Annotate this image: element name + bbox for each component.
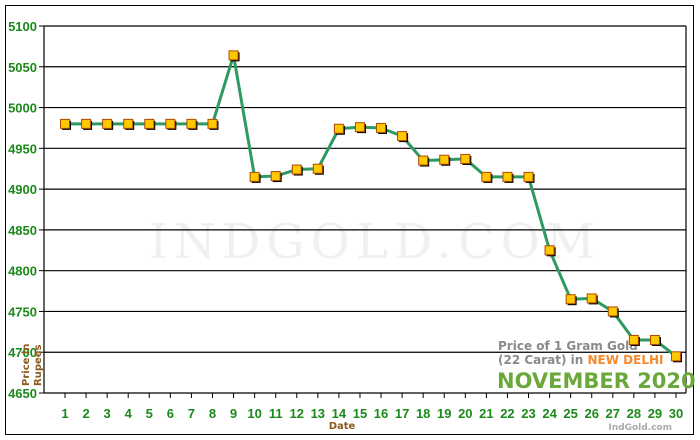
data-point-marker <box>418 155 429 166</box>
x-tick-label: 10 <box>247 406 261 421</box>
chart-frame <box>5 5 694 435</box>
y-tick-label: 4900 <box>8 182 37 197</box>
x-tick-label: 7 <box>188 406 195 421</box>
x-tick-label: 17 <box>395 406 409 421</box>
chart-title-line2: (22 Carat) in NEW DELHI <box>498 353 663 367</box>
x-tick-label: 2 <box>82 406 89 421</box>
data-point-marker <box>291 164 302 175</box>
x-tick-label: 29 <box>648 406 662 421</box>
y-tick-label: 4700 <box>8 345 37 360</box>
x-tick-label: 12 <box>290 406 304 421</box>
x-tick-label: 18 <box>416 406 430 421</box>
data-point-marker <box>249 171 260 182</box>
data-point-marker <box>671 351 681 362</box>
data-point-marker <box>481 171 492 182</box>
data-point-marker <box>607 306 618 317</box>
data-point-marker <box>102 118 113 129</box>
data-point-marker <box>354 122 365 133</box>
data-point-marker <box>186 118 197 129</box>
x-tick-label: 9 <box>230 406 237 421</box>
data-point-marker <box>270 171 281 182</box>
y-tick-label: 5000 <box>8 101 37 116</box>
x-tick-label: 22 <box>500 406 514 421</box>
data-point-marker <box>397 131 408 142</box>
data-point-marker <box>460 153 471 164</box>
x-tick-label: 3 <box>104 406 111 421</box>
watermark-text: INDGOLD.COM <box>149 214 601 270</box>
x-tick-label: 5 <box>146 406 153 421</box>
data-point-marker <box>628 334 639 345</box>
x-tick-label: 1 <box>61 406 68 421</box>
data-point-marker <box>586 293 597 304</box>
x-tick-label: 4 <box>125 406 133 421</box>
data-point-marker <box>165 118 176 129</box>
x-tick-label: 26 <box>584 406 598 421</box>
x-tick-label: 13 <box>311 406 325 421</box>
x-tick-label: 30 <box>669 406 683 421</box>
x-tick-label: 24 <box>542 406 557 421</box>
y-tick-label: 5100 <box>8 19 37 34</box>
y-tick-label: 4750 <box>8 304 37 319</box>
credit-text: IndGold.com <box>608 423 672 433</box>
y-tick-label: 4950 <box>8 141 37 156</box>
y-tick-label: 4650 <box>8 386 37 401</box>
x-tick-label: 23 <box>521 406 535 421</box>
data-point-marker <box>60 118 70 129</box>
x-tick-label: 8 <box>209 406 216 421</box>
data-point-marker <box>544 245 555 256</box>
data-point-marker <box>312 163 323 174</box>
x-tick-label: 20 <box>458 406 472 421</box>
data-point-marker <box>523 171 534 182</box>
x-tick-label: 15 <box>353 406 367 421</box>
y-tick-label: 4800 <box>8 264 37 279</box>
y-axis-title-line2: Rupees <box>33 344 44 386</box>
y-axis-title-line1: Price in <box>21 344 32 386</box>
data-point-marker <box>144 118 155 129</box>
x-axis-title: Date <box>329 421 356 432</box>
x-tick-label: 14 <box>332 406 347 421</box>
x-tick-label: 21 <box>479 406 493 421</box>
x-tick-label: 28 <box>627 406 641 421</box>
y-tick-label: 4850 <box>8 223 37 238</box>
y-tick-label: 5050 <box>8 60 37 75</box>
data-point-marker <box>123 118 134 129</box>
data-point-marker <box>565 294 576 305</box>
data-point-marker <box>228 50 239 61</box>
data-point-marker <box>207 118 218 129</box>
x-tick-label: 6 <box>167 406 174 421</box>
chart-title-line1: Price of 1 Gram Gold <box>498 339 638 353</box>
data-point-marker <box>649 334 660 345</box>
x-tick-label: 27 <box>606 406 620 421</box>
data-point-marker <box>333 123 344 134</box>
x-tick-label: 25 <box>563 406 577 421</box>
data-point-marker <box>376 122 387 133</box>
data-point-marker <box>502 171 513 182</box>
x-tick-label: 11 <box>269 406 283 421</box>
data-point-marker <box>81 118 92 129</box>
x-tick-label: 16 <box>374 406 388 421</box>
chart-month-label: NOVEMBER 2020 <box>497 369 696 393</box>
data-point-marker <box>439 154 450 165</box>
x-tick-label: 19 <box>437 406 451 421</box>
